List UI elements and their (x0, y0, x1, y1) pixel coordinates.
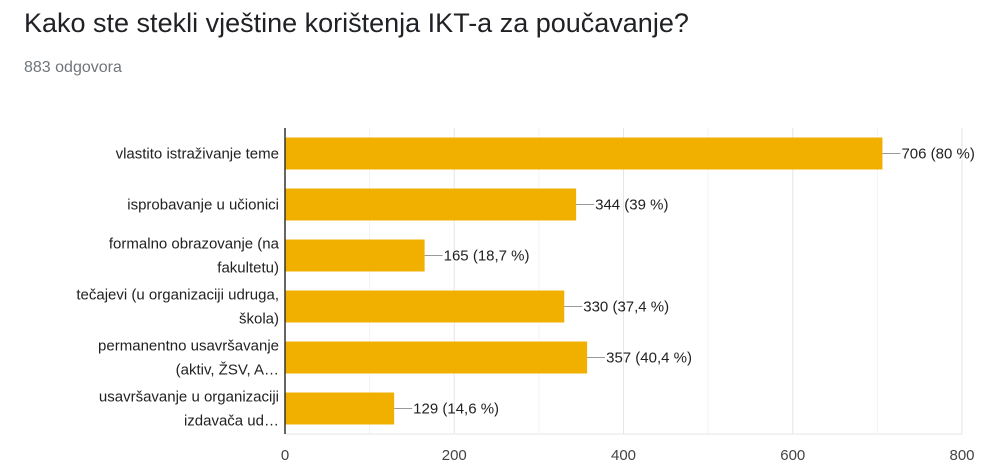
data-label: 357 (40,4 %) (606, 350, 692, 367)
x-tick-label: 200 (442, 447, 467, 464)
x-tick-label: 0 (281, 447, 289, 464)
response-count: 883 odgovora (24, 59, 122, 76)
data-label: 706 (80 %) (901, 146, 974, 163)
x-tick-label: 400 (611, 447, 636, 464)
category-label: tečajevi (u organizaciji udruga, (76, 287, 279, 304)
category-label: permanentno usavršavanje (98, 338, 279, 355)
data-label: 129 (14,6 %) (413, 401, 499, 418)
bar (285, 239, 425, 272)
data-label: 344 (39 %) (595, 197, 668, 214)
category-label: vlastito istraživanje teme (116, 146, 279, 163)
bar (285, 137, 883, 170)
category-label: škola) (239, 311, 279, 328)
category-label: (aktiv, ŽSV, A… (176, 362, 279, 379)
category-label: fakultetu) (217, 260, 279, 277)
bar (285, 392, 395, 425)
data-label: 330 (37,4 %) (583, 299, 669, 316)
bar (285, 188, 577, 221)
category-label: izdavača ud… (184, 413, 279, 430)
category-label: usavršavanje u organizaciji (99, 389, 279, 406)
category-label: formalno obrazovanje (na (109, 236, 280, 253)
x-tick-label: 800 (949, 447, 974, 464)
bar (285, 290, 565, 323)
data-label: 165 (18,7 %) (444, 248, 530, 265)
question-title: Kako ste stekli vještine korištenja IKT-… (24, 8, 689, 38)
x-tick-label: 600 (780, 447, 805, 464)
bar (285, 341, 588, 374)
category-label: isprobavanje u učionici (127, 197, 279, 214)
